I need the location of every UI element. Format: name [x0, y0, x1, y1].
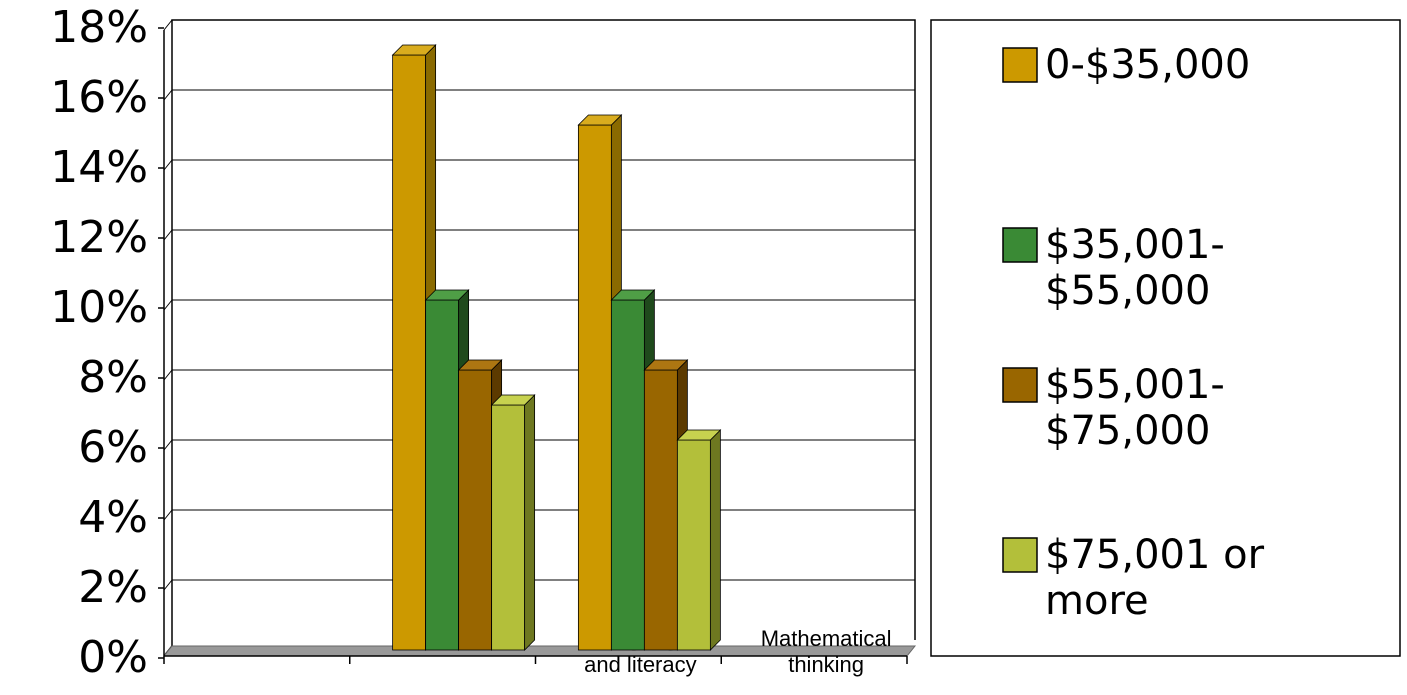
- bar-side: [524, 394, 536, 651]
- bar-side: [709, 429, 721, 651]
- y-tick-label: 12%: [50, 212, 148, 263]
- legend-label: more: [1045, 578, 1149, 624]
- bar: [491, 404, 526, 651]
- legend-label: $55,000: [1045, 268, 1210, 314]
- plot-frame: [171, 19, 916, 650]
- bar-top: [643, 359, 689, 371]
- bar-top: [490, 394, 536, 406]
- gridline-side: [163, 89, 173, 101]
- gridline-side: [163, 229, 173, 241]
- y-tick-label: 0%: [78, 632, 148, 683]
- bar: [610, 299, 645, 651]
- y-tick-label: 18%: [50, 2, 148, 53]
- plot-area: [163, 19, 916, 657]
- legend-label: $75,000: [1045, 408, 1210, 454]
- bar: [425, 299, 460, 651]
- x-tick-label: thinking: [788, 652, 864, 677]
- legend-swatch: [1002, 367, 1038, 403]
- gridline-side: [163, 159, 173, 171]
- y-tick-label: 4%: [78, 492, 148, 543]
- bar-top: [610, 289, 656, 301]
- legend-swatch: [1002, 537, 1038, 573]
- bar-top: [577, 114, 623, 126]
- legend: 0-$35,000 $35,001-$55,000 $55,001-$75,000 $…: [930, 19, 1401, 657]
- y-tick-label: 6%: [78, 422, 148, 473]
- bar: [577, 124, 612, 651]
- y-tick-label: 8%: [78, 352, 148, 403]
- gridline-side: [163, 299, 173, 311]
- gridlines: [163, 19, 915, 591]
- legend-label: 0-$35,000: [1045, 42, 1250, 88]
- gridline-side: [163, 369, 173, 381]
- bars: [391, 44, 722, 651]
- bar-top: [457, 359, 503, 371]
- y-tick-label: 14%: [50, 142, 148, 193]
- legend-label: $35,001-: [1045, 222, 1225, 268]
- bar: [392, 54, 427, 651]
- legend-label: $75,001 or: [1045, 532, 1265, 578]
- y-tick-label: 2%: [78, 562, 148, 613]
- gridline-side: [163, 19, 173, 31]
- legend-swatch: [1002, 47, 1038, 83]
- bar-top: [676, 429, 722, 441]
- bar-top: [424, 289, 470, 301]
- bar: [643, 369, 678, 651]
- bar-top: [391, 44, 437, 56]
- x-tick-label: Mathematical: [761, 626, 892, 651]
- gridline-side: [163, 509, 173, 521]
- legend-label: $55,001-: [1045, 362, 1225, 408]
- bar: [676, 439, 711, 651]
- gridline-side: [163, 439, 173, 451]
- y-tick-label: 10%: [50, 282, 148, 333]
- x-tick-label: and literacy: [584, 652, 697, 677]
- bar: [458, 369, 493, 651]
- y-axis: 0% 2% 4% 6% 8% 10% 12% 14% 16% 18%: [50, 2, 165, 683]
- gridline-side: [163, 579, 173, 591]
- legend-swatch: [1002, 227, 1038, 263]
- y-tick-label: 16%: [50, 72, 148, 123]
